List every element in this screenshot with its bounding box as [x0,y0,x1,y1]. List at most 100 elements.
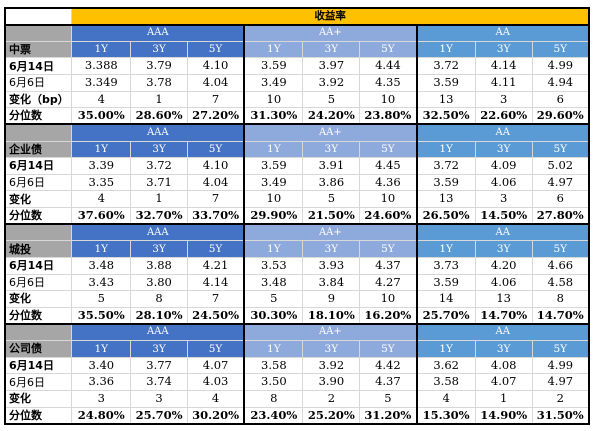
value-cell: 1 [130,90,188,109]
group-header-row: AAA AA+ AA [4,23,591,42]
data-row: 6月6日 3.349 3.78 4.04 3.49 3.92 4.35 3.59 4.11 4.9… [4,74,590,92]
value-cell: 4.99 [531,356,590,375]
value-cell: 3.49 [243,74,304,92]
row-label: 6月14日 [4,356,73,375]
value-cell: 8 [243,389,304,408]
term-header: 1Y [243,340,304,358]
value-cell: 4.04 [186,173,246,192]
value-cell: 4.58 [531,273,590,292]
value-cell: 24.20% [302,107,361,125]
value-cell: 28.60% [130,107,188,125]
term-header: 3Y [302,240,361,258]
value-cell: 3.92 [302,356,361,375]
data-row: 6月6日 3.43 3.80 4.14 3.48 3.84 4.27 3.59 4.06 4.58 [4,273,590,292]
value-cell: 4.97 [531,373,590,391]
term-header: 5Y [531,40,590,59]
title-row: 收益率 [4,7,591,26]
value-cell: 3.90 [302,373,361,391]
value-cell: 3.43 [71,273,132,292]
value-cell: 3.39 [71,157,132,175]
value-cell: 4.99 [531,57,590,75]
rating-group-header: AA [416,123,591,142]
data-row: 6月6日 3.35 3.71 4.04 3.49 3.86 4.36 3.59 4.06 4.97 [4,173,590,192]
value-cell: 25.70% [130,406,188,425]
data-row: 6月14日 3.40 3.77 4.07 3.58 3.92 4.42 3.62 4.08 4.9… [4,356,590,375]
value-cell: 3.79 [130,57,188,75]
term-header-row: 企业债 1Y 3Y 5Y 1Y 3Y 5Y 1Y 3Y 5Y [4,140,590,159]
row-label: 分位数 [4,207,73,225]
term-header: 5Y [186,240,246,258]
value-cell: 25.20% [302,406,361,425]
value-cell: 3.40 [71,356,132,375]
term-header: 1Y [71,340,132,358]
value-cell: 14.50% [474,207,533,225]
value-cell: 24.80% [71,406,132,425]
value-cell: 24.60% [359,207,418,225]
value-cell: 3.48 [71,256,132,275]
rating-group-header: AAA [71,322,246,341]
value-cell: 4.10 [186,157,246,175]
block-name: 中票 [4,40,73,59]
value-cell: 13 [416,90,476,109]
row-label: 6月14日 [4,256,73,275]
value-cell: 30.20% [186,406,246,425]
value-cell: 14.70% [531,306,590,325]
value-cell: 3.73 [416,256,476,275]
value-cell: 4.42 [359,356,418,375]
value-cell: 4.07 [186,356,246,375]
value-cell: 29.60% [531,107,590,125]
value-cell: 31.20% [359,406,418,425]
value-cell: 21.50% [302,207,361,225]
value-cell: 4 [186,389,246,408]
rating-group-header: AA+ [243,322,418,341]
row-label: 分位数 [4,107,73,125]
term-header: 5Y [531,140,590,159]
row-label: 6月6日 [4,74,73,92]
value-cell: 5 [71,290,132,308]
value-cell: 3.49 [243,173,304,192]
value-cell: 4.08 [474,356,533,375]
value-cell: 3.59 [243,57,304,75]
term-header: 3Y [130,40,188,59]
term-header: 3Y [302,340,361,358]
value-cell: 3.62 [416,356,476,375]
group-header-row: AAA AA+ AA [4,322,591,341]
term-header-row: 公司债 1Y 3Y 5Y 1Y 3Y 5Y 1Y 3Y 5Y [4,340,590,358]
value-cell: 4.06 [474,173,533,192]
data-row: 变化 4 1 7 10 5 10 13 3 6 [4,190,590,208]
yield-table: 收益率 AAA AA+ AA 中票 1Y 3Y 5Y 1Y 3Y 5Y 1Y 3Y 5Y 6月14日 3.38… [4,7,591,425]
value-cell: 4.37 [359,256,418,275]
data-row: 分位数 35.50% 28.10% 24.50% 30.30% 18.10% 16.20% 2… [4,306,590,325]
value-cell: 5 [302,90,361,109]
value-cell: 26.50% [416,207,476,225]
value-cell: 3.72 [416,157,476,175]
term-header: 1Y [416,340,476,358]
value-cell: 14.70% [474,306,533,325]
value-cell: 4 [416,389,476,408]
data-row: 变化 3 3 4 8 2 5 4 1 2 [4,389,590,408]
value-cell: 33.70% [186,207,246,225]
term-header: 5Y [186,40,246,59]
value-cell: 22.60% [474,107,533,125]
value-cell: 10 [359,190,418,208]
value-cell: 3 [474,90,533,109]
value-cell: 3.349 [71,74,132,92]
term-header: 3Y [474,240,533,258]
group-header-row: AAA AA+ AA [4,223,591,242]
block-name: 企业债 [4,140,73,159]
value-cell: 23.80% [359,107,418,125]
value-cell: 10 [359,290,418,308]
value-cell: 4.06 [474,273,533,292]
row-label: 变化（bp） [4,90,73,109]
term-header: 5Y [186,340,246,358]
term-header: 3Y [474,340,533,358]
value-cell: 9 [302,290,361,308]
value-cell: 7 [186,190,246,208]
data-row: 分位数 37.60% 32.70% 33.70% 29.90% 21.50% 24.60% 2… [4,207,590,225]
term-header: 1Y [71,240,132,258]
value-cell: 23.40% [243,406,304,425]
value-cell: 3.58 [243,356,304,375]
value-cell: 3 [474,190,533,208]
value-cell: 3.93 [302,256,361,275]
value-cell: 25.70% [416,306,476,325]
